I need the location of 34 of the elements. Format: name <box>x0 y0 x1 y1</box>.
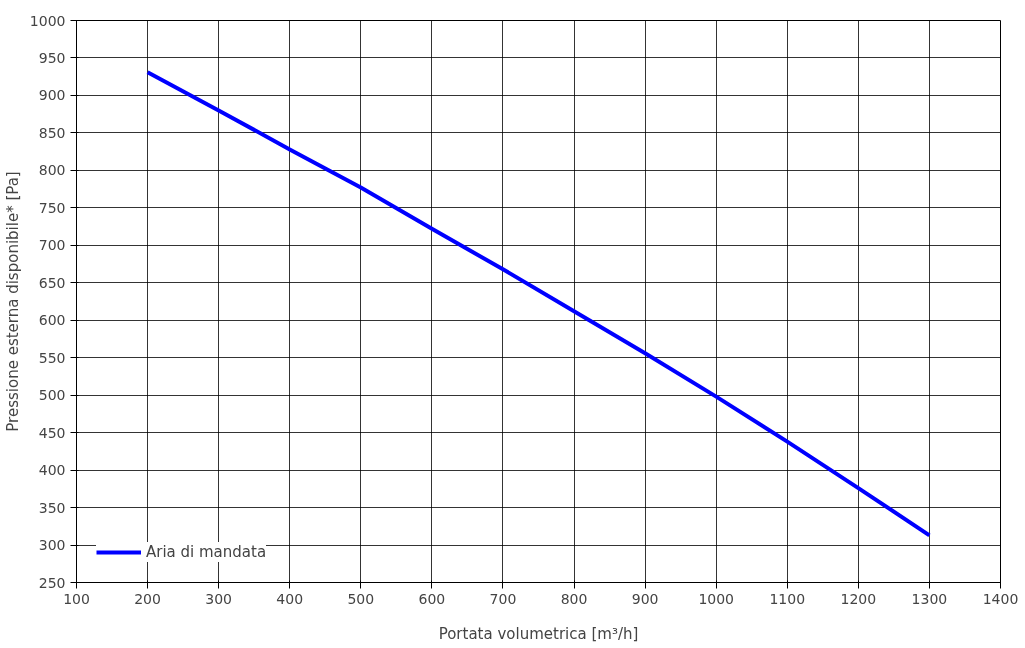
y-tick-label: 600 <box>38 312 66 329</box>
y-tick-label: 400 <box>38 462 66 479</box>
y-tick-label: 450 <box>38 424 66 441</box>
x-tick-label: 300 <box>205 590 233 607</box>
x-tick-label: 1100 <box>769 590 806 607</box>
x-tick-label: 900 <box>631 590 659 607</box>
x-tick-label: 800 <box>560 590 588 607</box>
x-tick-label: 600 <box>418 590 446 607</box>
x-tick-label: 400 <box>276 590 304 607</box>
x-tick-label: 200 <box>134 590 161 607</box>
y-axis-title: Pressione esterna disponibile* [Pa] <box>3 171 22 432</box>
x-tick-label: 700 <box>489 590 517 607</box>
x-tick-label: 100 <box>63 590 90 607</box>
y-tick-label: 250 <box>38 574 66 591</box>
legend-label: Aria di mandata <box>146 543 267 561</box>
y-tick-label: 650 <box>38 274 66 291</box>
y-tick-label: 750 <box>38 199 66 216</box>
x-tick-label: 1200 <box>840 590 877 607</box>
y-tick-label: 1000 <box>29 12 66 29</box>
x-tick-label: 1400 <box>982 590 1019 607</box>
x-tick-label: 1300 <box>911 590 948 607</box>
y-tick-label: 950 <box>38 49 66 66</box>
y-tick-label: 500 <box>38 387 66 404</box>
y-tick-label: 550 <box>38 349 66 366</box>
y-tick-label: 700 <box>38 237 66 254</box>
y-tick-label: 900 <box>38 87 66 104</box>
y-tick-label: 850 <box>38 124 66 141</box>
x-axis-title: Portata volumetrica [m³/h] <box>438 624 639 643</box>
y-tick-label: 300 <box>38 537 66 554</box>
x-tick-label: 500 <box>347 590 375 607</box>
x-tick-label: 1000 <box>698 590 735 607</box>
y-tick-label: 350 <box>38 499 66 516</box>
y-tick-label: 800 <box>38 162 66 179</box>
line-series <box>145 70 932 538</box>
